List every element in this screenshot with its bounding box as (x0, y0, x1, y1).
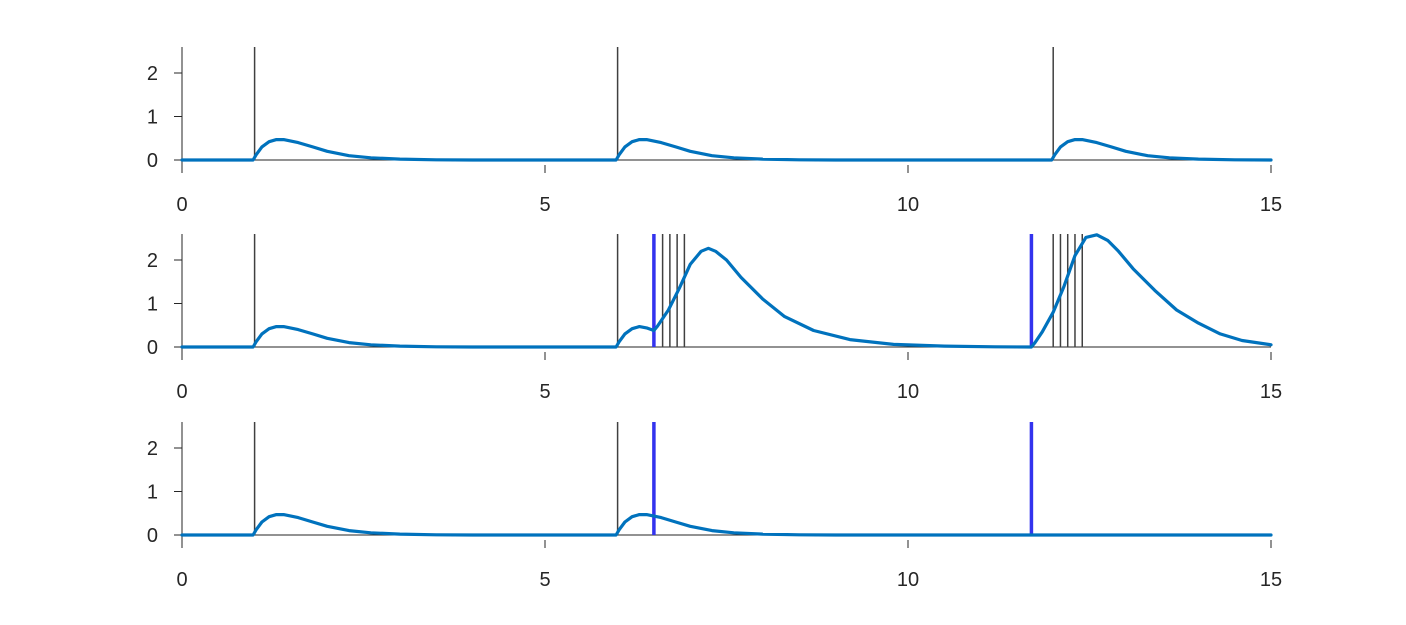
y-tick-label: 2 (147, 63, 158, 85)
y-tick-label: 1 (147, 107, 158, 129)
y-tick-label: 0 (147, 525, 158, 547)
x-tick-label: 5 (539, 194, 550, 216)
x-tick-label: 10 (897, 569, 919, 591)
x-tick-label: 0 (176, 381, 187, 403)
y-tick-label: 1 (147, 482, 158, 504)
x-tick-label: 10 (897, 381, 919, 403)
x-tick-label: 15 (1260, 569, 1282, 591)
response-curve (182, 515, 1271, 535)
response-curve (182, 140, 1271, 160)
y-tick-label: 0 (147, 150, 158, 172)
subplot-2: 0 1 2 0 5 10 15 (147, 234, 1282, 403)
response-curve (182, 235, 1271, 347)
x-tick-label: 5 (539, 381, 550, 403)
x-tick-label: 15 (1260, 381, 1282, 403)
subplot-1: 0 1 2 0 5 10 15 (147, 47, 1282, 216)
x-tick-label: 15 (1260, 194, 1282, 216)
y-tick-label: 2 (147, 250, 158, 272)
x-tick-label: 5 (539, 569, 550, 591)
subplot-3: 0 1 2 0 5 10 15 (147, 422, 1282, 591)
x-tick-label: 0 (176, 194, 187, 216)
x-tick-label: 0 (176, 569, 187, 591)
y-tick-label: 1 (147, 294, 158, 316)
y-tick-label: 2 (147, 438, 158, 460)
x-tick-label: 10 (897, 194, 919, 216)
y-tick-label: 0 (147, 337, 158, 359)
